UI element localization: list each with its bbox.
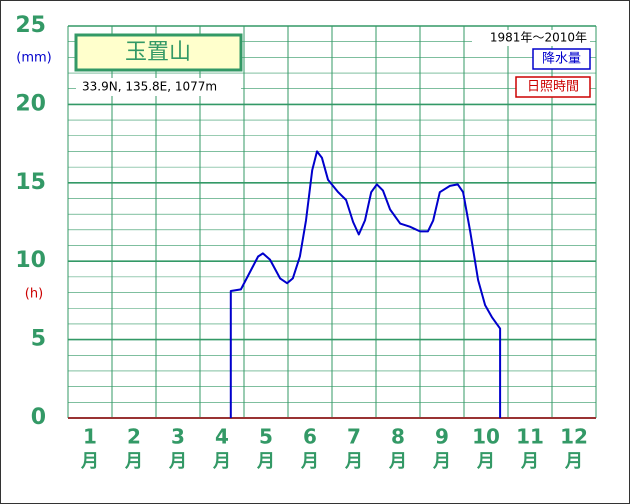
x-tick-number: 4 [215,425,229,449]
y-unit-left: (mm) [16,51,51,66]
x-tick-suffix: 月 [564,451,583,472]
period: 1981年～2010年 [490,31,587,45]
y-tick-label: 20 [15,91,46,116]
x-tick-number: 9 [435,425,449,449]
y-tick-label: 0 [31,405,46,430]
x-tick-suffix: 月 [124,451,143,472]
period-bg [472,30,590,46]
x-tick-number: 5 [259,425,273,449]
x-tick-suffix: 月 [476,451,495,472]
chart-subtitle: 33.9N, 135.8E, 1077m [82,80,217,94]
subtitle-bg [76,78,241,96]
chart-title: 玉置山 [125,40,191,65]
x-tick-number: 11 [516,425,544,449]
y-unit-right: (h) [25,287,43,302]
y-tick-label: 10 [15,248,46,273]
legend-box [532,48,591,70]
x-tick-suffix: 月 [80,451,99,472]
x-tick-number: 1 [83,425,97,449]
x-tick-number: 6 [303,425,317,449]
x-tick-suffix: 月 [212,451,231,472]
series-line [229,150,502,418]
x-tick-suffix: 月 [520,451,539,472]
x-tick-suffix: 月 [388,451,407,472]
x-tick-number: 7 [347,425,361,449]
x-tick-number: 10 [472,425,500,449]
x-tick-suffix: 月 [168,451,187,472]
x-tick-suffix: 月 [256,451,275,472]
y-tick-label: 25 [15,13,46,38]
legend-label: 日照時間 [527,80,579,95]
legend-box [515,76,591,98]
y-tick-label: 15 [15,170,46,195]
legend-label: 降水量 [542,52,581,67]
x-tick-suffix: 月 [300,451,319,472]
x-tick-number: 8 [391,425,405,449]
y-tick-label: 5 [31,327,46,352]
x-tick-number: 2 [127,425,141,449]
x-tick-number: 12 [560,425,588,449]
title-box [74,33,243,72]
x-tick-suffix: 月 [344,451,363,472]
x-tick-suffix: 月 [432,451,451,472]
x-tick-number: 3 [171,425,185,449]
